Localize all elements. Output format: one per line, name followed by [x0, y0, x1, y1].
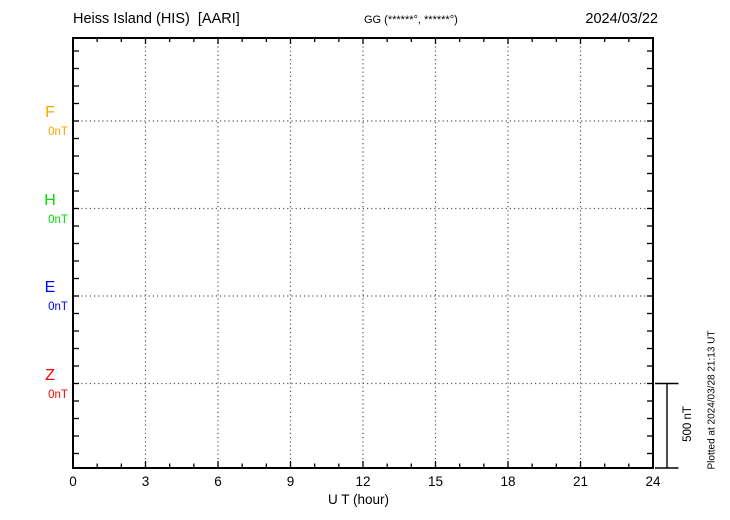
channel-baseline-value: 0nT [48, 213, 68, 226]
plotted-at-note: Plotted at 2024/03/28 21:13 UT [706, 330, 718, 470]
x-tick-label: 21 [572, 474, 589, 489]
x-tick-label: 0 [69, 474, 77, 489]
channel-baseline-value: 0nT [48, 388, 68, 401]
geographic-coords-label: GG (******°, ******°) [364, 14, 458, 26]
x-tick-label: 3 [141, 474, 150, 489]
channel-baseline-value: 0nT [48, 126, 68, 138]
x-tick-label: 6 [214, 474, 222, 489]
plot-date: 2024/03/22 [585, 11, 658, 27]
channel-baseline-value: 0nT [48, 301, 68, 313]
channel-letter: H [44, 191, 56, 209]
channel-letter: Z [45, 366, 55, 384]
channel-letter: F [45, 104, 55, 121]
x-tick-label: 12 [355, 474, 371, 489]
channel-letter: E [44, 279, 56, 296]
x-tick-label: 9 [286, 474, 295, 489]
x-tick-label: 15 [427, 474, 444, 489]
x-tick-label: 18 [500, 474, 516, 489]
scale-bar-label: 500 nT [682, 406, 694, 442]
x-tick-label: 24 [645, 474, 661, 489]
station-title: Heiss Island (HIS) [AARI] [73, 11, 240, 27]
x-axis-title: U T (hour) [328, 492, 390, 507]
